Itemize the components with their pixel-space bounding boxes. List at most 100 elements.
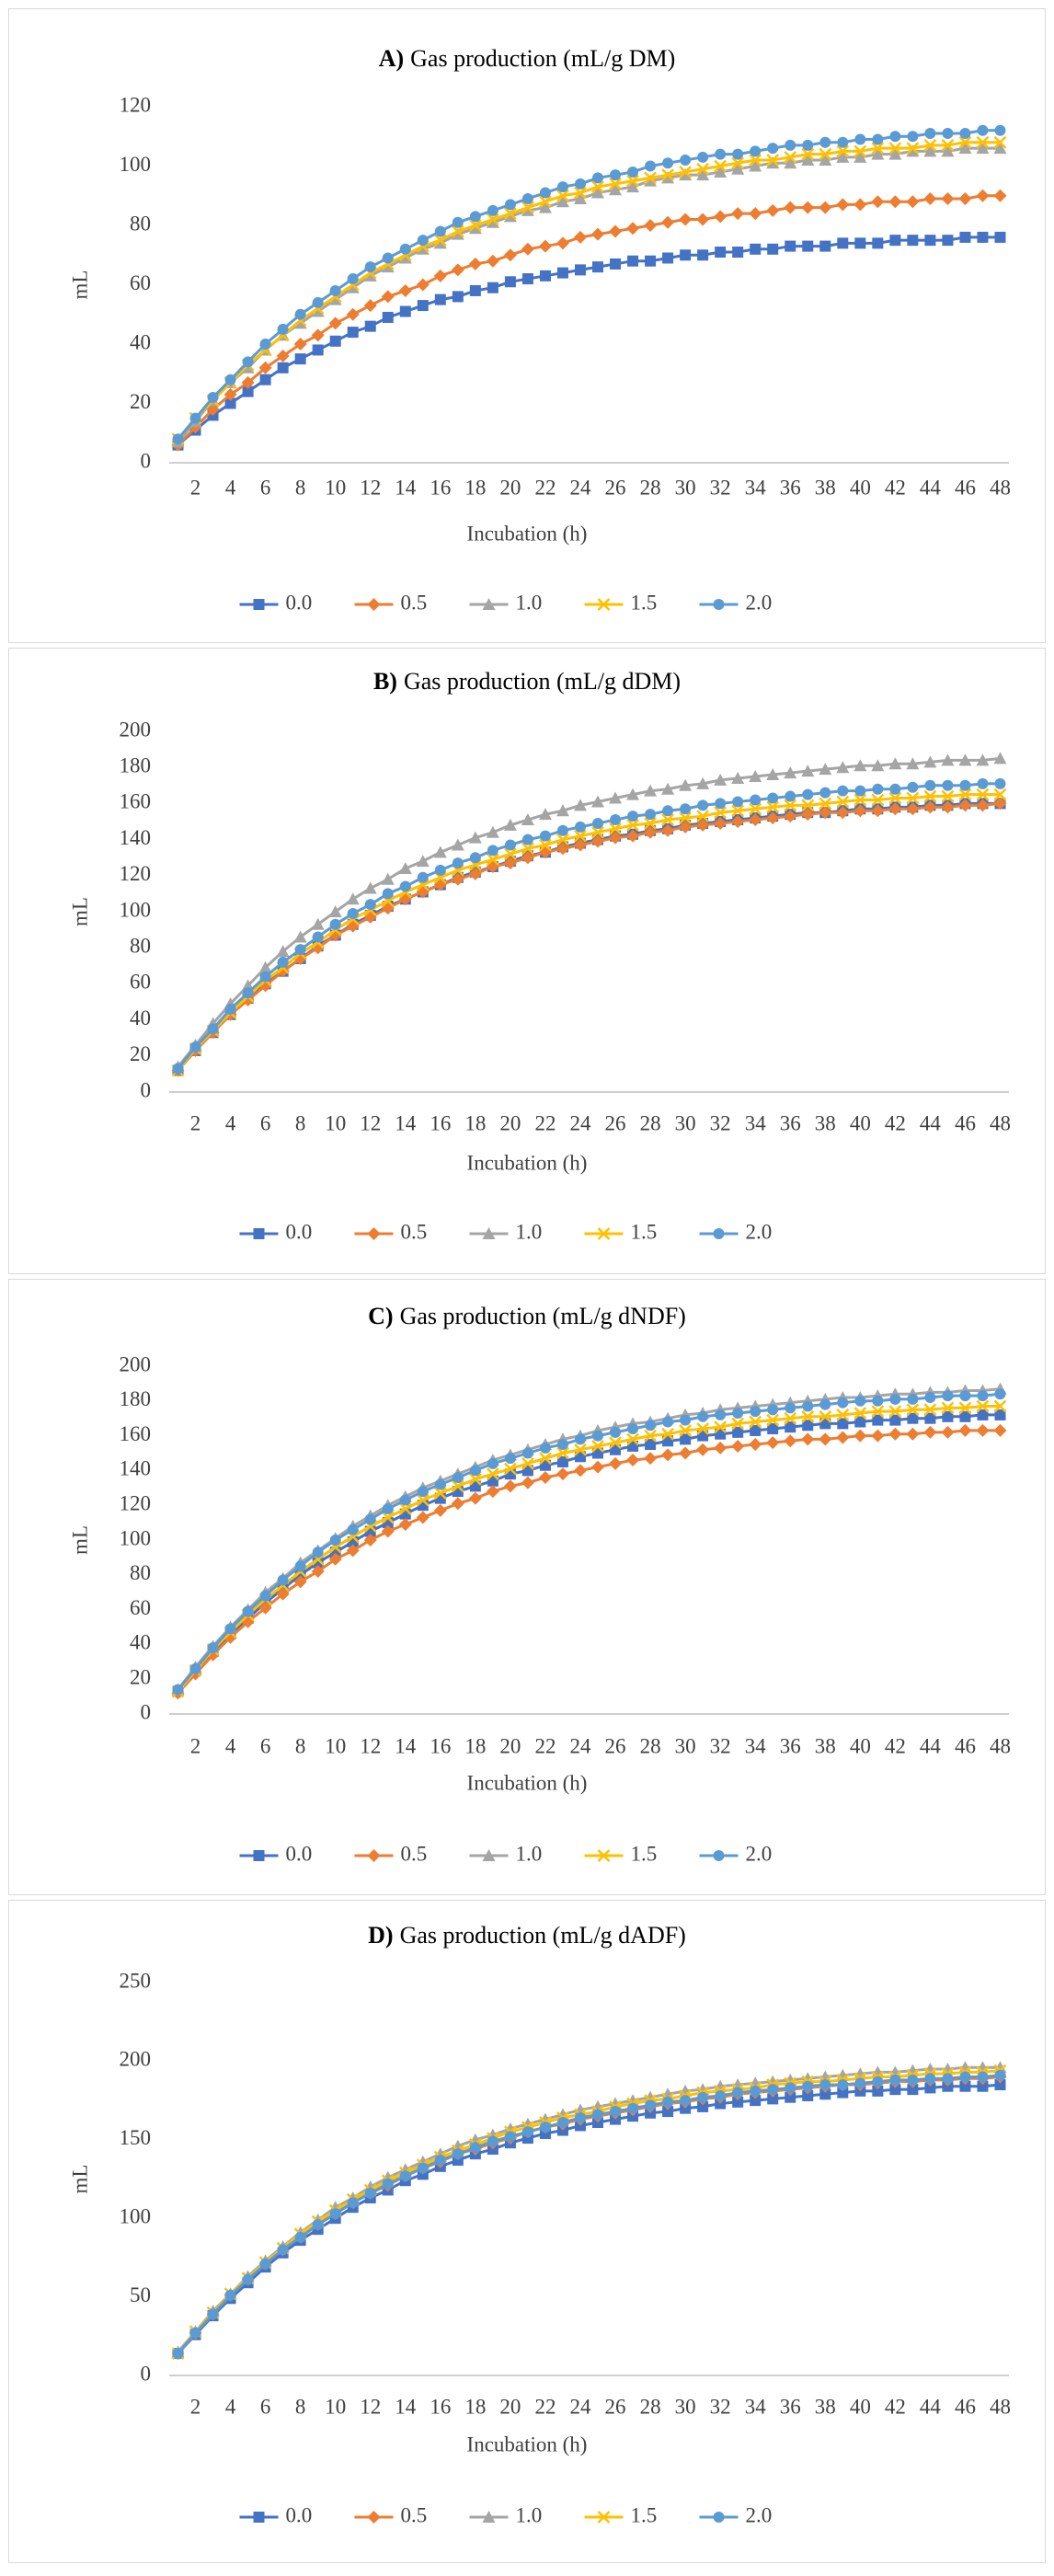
marker	[592, 2109, 604, 2121]
legend-label: 0.0	[286, 1220, 313, 1243]
marker	[732, 148, 744, 160]
marker	[923, 1403, 937, 1417]
marker	[573, 191, 587, 204]
marker	[591, 186, 605, 199]
marker	[888, 1405, 902, 1419]
marker	[539, 830, 551, 842]
x-tick-label: 22	[534, 1734, 556, 1757]
x-tick-label: 44	[920, 1734, 942, 1757]
marker	[539, 2122, 551, 2133]
marker	[750, 794, 762, 806]
x-tick-label: 30	[675, 1734, 696, 1757]
marker	[487, 853, 499, 867]
x-tick-label: 38	[815, 1734, 836, 1757]
marker	[942, 1390, 954, 1402]
marker	[801, 1409, 815, 1423]
marker	[451, 227, 464, 240]
marker	[801, 201, 815, 214]
marker	[452, 216, 464, 228]
marker	[714, 816, 727, 830]
marker	[767, 243, 779, 255]
marker	[451, 224, 464, 238]
marker	[504, 847, 517, 861]
y-tick-label: 250	[120, 1969, 152, 1992]
marker	[696, 1443, 710, 1456]
marker	[731, 804, 745, 818]
marker	[923, 755, 937, 768]
marker	[609, 224, 623, 238]
marker	[993, 752, 1007, 765]
marker	[784, 156, 797, 169]
marker	[556, 833, 569, 846]
marker	[714, 773, 727, 786]
marker	[627, 1423, 639, 1435]
marker	[172, 433, 184, 445]
marker	[958, 191, 972, 205]
marker	[680, 1414, 692, 1426]
marker	[609, 177, 622, 190]
x-tick-label: 16	[430, 1734, 451, 1757]
y-tick-label: 180	[120, 753, 152, 776]
marker	[959, 128, 971, 140]
marker	[924, 1412, 936, 1424]
marker	[328, 293, 342, 305]
x-tick-label: 48	[990, 1734, 1011, 1757]
marker	[732, 247, 744, 259]
marker	[662, 252, 674, 264]
marker	[434, 2155, 446, 2167]
marker	[381, 902, 395, 915]
marker	[626, 1432, 639, 1446]
marker	[574, 829, 587, 843]
marker	[766, 156, 780, 169]
series	[171, 788, 1007, 1077]
x-tick-label: 48	[990, 1111, 1011, 1134]
marker	[872, 1414, 884, 1426]
marker	[574, 264, 586, 276]
marker	[329, 2208, 341, 2220]
marker	[382, 252, 394, 264]
marker	[381, 872, 395, 885]
marker	[959, 1390, 971, 1402]
marker	[785, 1402, 796, 1414]
marker	[714, 165, 727, 178]
marker	[924, 128, 936, 140]
marker	[872, 1395, 884, 1407]
marker	[242, 1605, 254, 1617]
marker	[538, 1470, 552, 1484]
marker	[697, 2091, 709, 2103]
marker	[907, 235, 919, 247]
marker	[977, 231, 989, 243]
marker	[958, 799, 972, 812]
marker	[242, 385, 254, 397]
x-tick-label: 10	[325, 1734, 346, 1757]
marker	[766, 768, 780, 781]
marker	[172, 1063, 184, 1075]
marker	[329, 1535, 341, 1546]
x-tick-label: 34	[745, 1111, 767, 1134]
marker	[924, 1392, 936, 1404]
y-tick-label: 60	[130, 271, 151, 294]
panel-label: C)	[368, 1303, 393, 1329]
marker	[923, 139, 937, 152]
marker	[977, 2080, 989, 2092]
marker	[993, 797, 1007, 811]
marker	[784, 1434, 797, 1448]
marker	[486, 1485, 499, 1499]
x-tick-label: 40	[850, 1734, 871, 1757]
marker	[749, 207, 762, 221]
marker	[258, 960, 272, 973]
marker	[277, 362, 289, 374]
marker	[767, 143, 779, 155]
marker	[732, 1426, 744, 1438]
marker	[293, 316, 307, 329]
marker	[626, 174, 639, 188]
marker	[713, 1850, 725, 1861]
x-tick-label: 46	[955, 1111, 976, 1134]
legend-label: 1.0	[516, 591, 543, 614]
marker	[907, 2074, 919, 2086]
marker	[591, 180, 604, 193]
marker	[854, 1407, 867, 1420]
x-tick-label: 18	[464, 1734, 486, 1757]
marker	[556, 824, 568, 836]
marker	[906, 757, 920, 770]
